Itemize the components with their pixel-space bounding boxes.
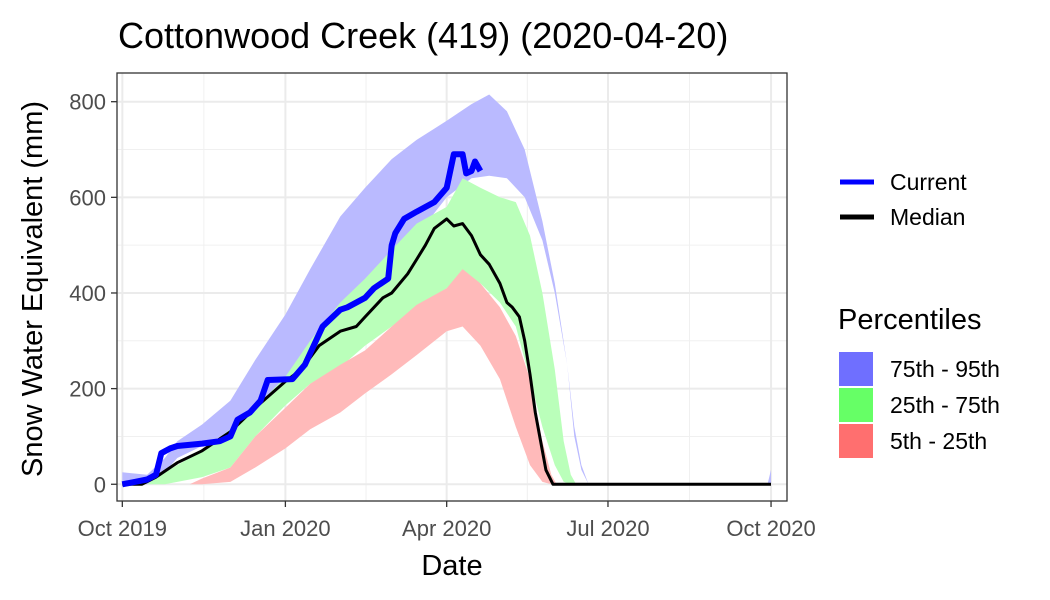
x-tick-label: Oct 2020	[726, 516, 815, 541]
x-tick-label: Jul 2020	[566, 516, 649, 541]
y-tick-label: 200	[69, 377, 106, 402]
x-tick-label: Apr 2020	[402, 516, 491, 541]
x-axis-title: Date	[421, 550, 482, 582]
legend-item-median: Median	[840, 204, 965, 230]
band-25th-75th	[147, 178, 577, 485]
legend-item-75th-95th: 75th - 95th	[839, 352, 1000, 386]
legend: Current Median Percentiles 75th - 95th 25th …	[838, 169, 1000, 458]
legend-label: 5th - 25th	[890, 428, 987, 454]
x-tick-label: Jan 2020	[240, 516, 331, 541]
x-tick-label: Oct 2019	[78, 516, 167, 541]
chart-title: Cottonwood Creek (419) (2020-04-20)	[118, 15, 728, 56]
legend-key-swatch	[839, 352, 873, 386]
y-tick-label: 800	[69, 90, 106, 115]
y-axis-title: Snow Water Equivalent (mm)	[17, 101, 49, 477]
legend-label: Current	[890, 169, 967, 195]
legend-item-25th-75th: 25th - 75th	[839, 388, 1000, 422]
plot-area	[117, 73, 787, 501]
legend-item-5th-25th: 5th - 25th	[839, 424, 987, 458]
axes: Oct 2019 Jan 2020 Apr 2020 Jul 2020 Oct 2020…	[69, 72, 816, 541]
panel-border	[116, 72, 788, 502]
series-lines	[121, 151, 771, 488]
percentile-legend-title: Percentiles	[838, 304, 981, 336]
legend-label: Median	[890, 204, 965, 230]
y-tick-label: 0	[94, 472, 106, 497]
legend-label: 25th - 75th	[890, 392, 1000, 418]
y-tick-label: 600	[69, 185, 106, 210]
band-5th-25th	[189, 269, 557, 485]
legend-key-swatch	[839, 424, 873, 458]
y-tick-label: 400	[69, 281, 106, 306]
series-line-current	[121, 151, 484, 488]
legend-item-current: Current	[840, 169, 967, 195]
legend-key-swatch	[839, 388, 873, 422]
legend-label: 75th - 95th	[890, 356, 1000, 382]
